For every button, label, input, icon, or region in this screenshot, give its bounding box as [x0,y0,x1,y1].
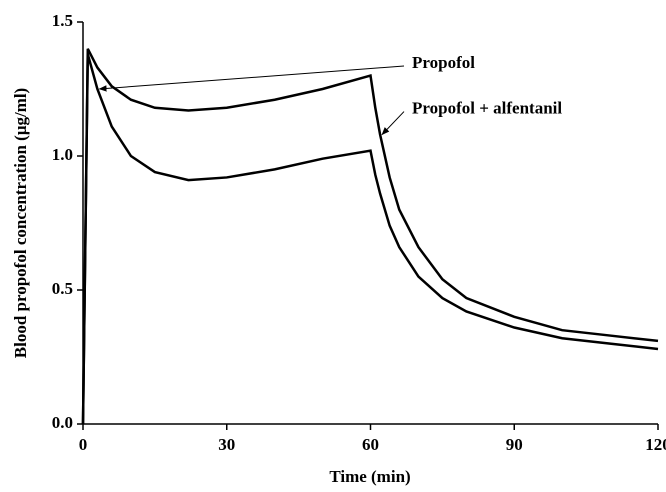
y-tick-label: 1.0 [52,145,73,164]
x-tick-label: 120 [645,435,666,454]
x-tick-label: 90 [506,435,523,454]
annotation-label: Propofol + alfentanil [412,98,562,117]
annotation-arrow [381,111,405,136]
y-tick-label: 1.5 [52,11,73,30]
x-tick-label: 30 [218,435,235,454]
y-axis-label: Blood propofol concentration (μg/ml) [11,88,30,358]
x-tick-label: 60 [362,435,379,454]
line-series [81,48,659,425]
x-axis-label: Time (min) [329,467,410,486]
y-tick-label: 0.0 [52,413,73,432]
y-tick-label: 0.5 [52,279,73,298]
line-series [81,53,659,425]
annotation-arrow [98,65,405,92]
x-tick-label: 0 [79,435,88,454]
annotation-label: Propofol [412,53,475,72]
